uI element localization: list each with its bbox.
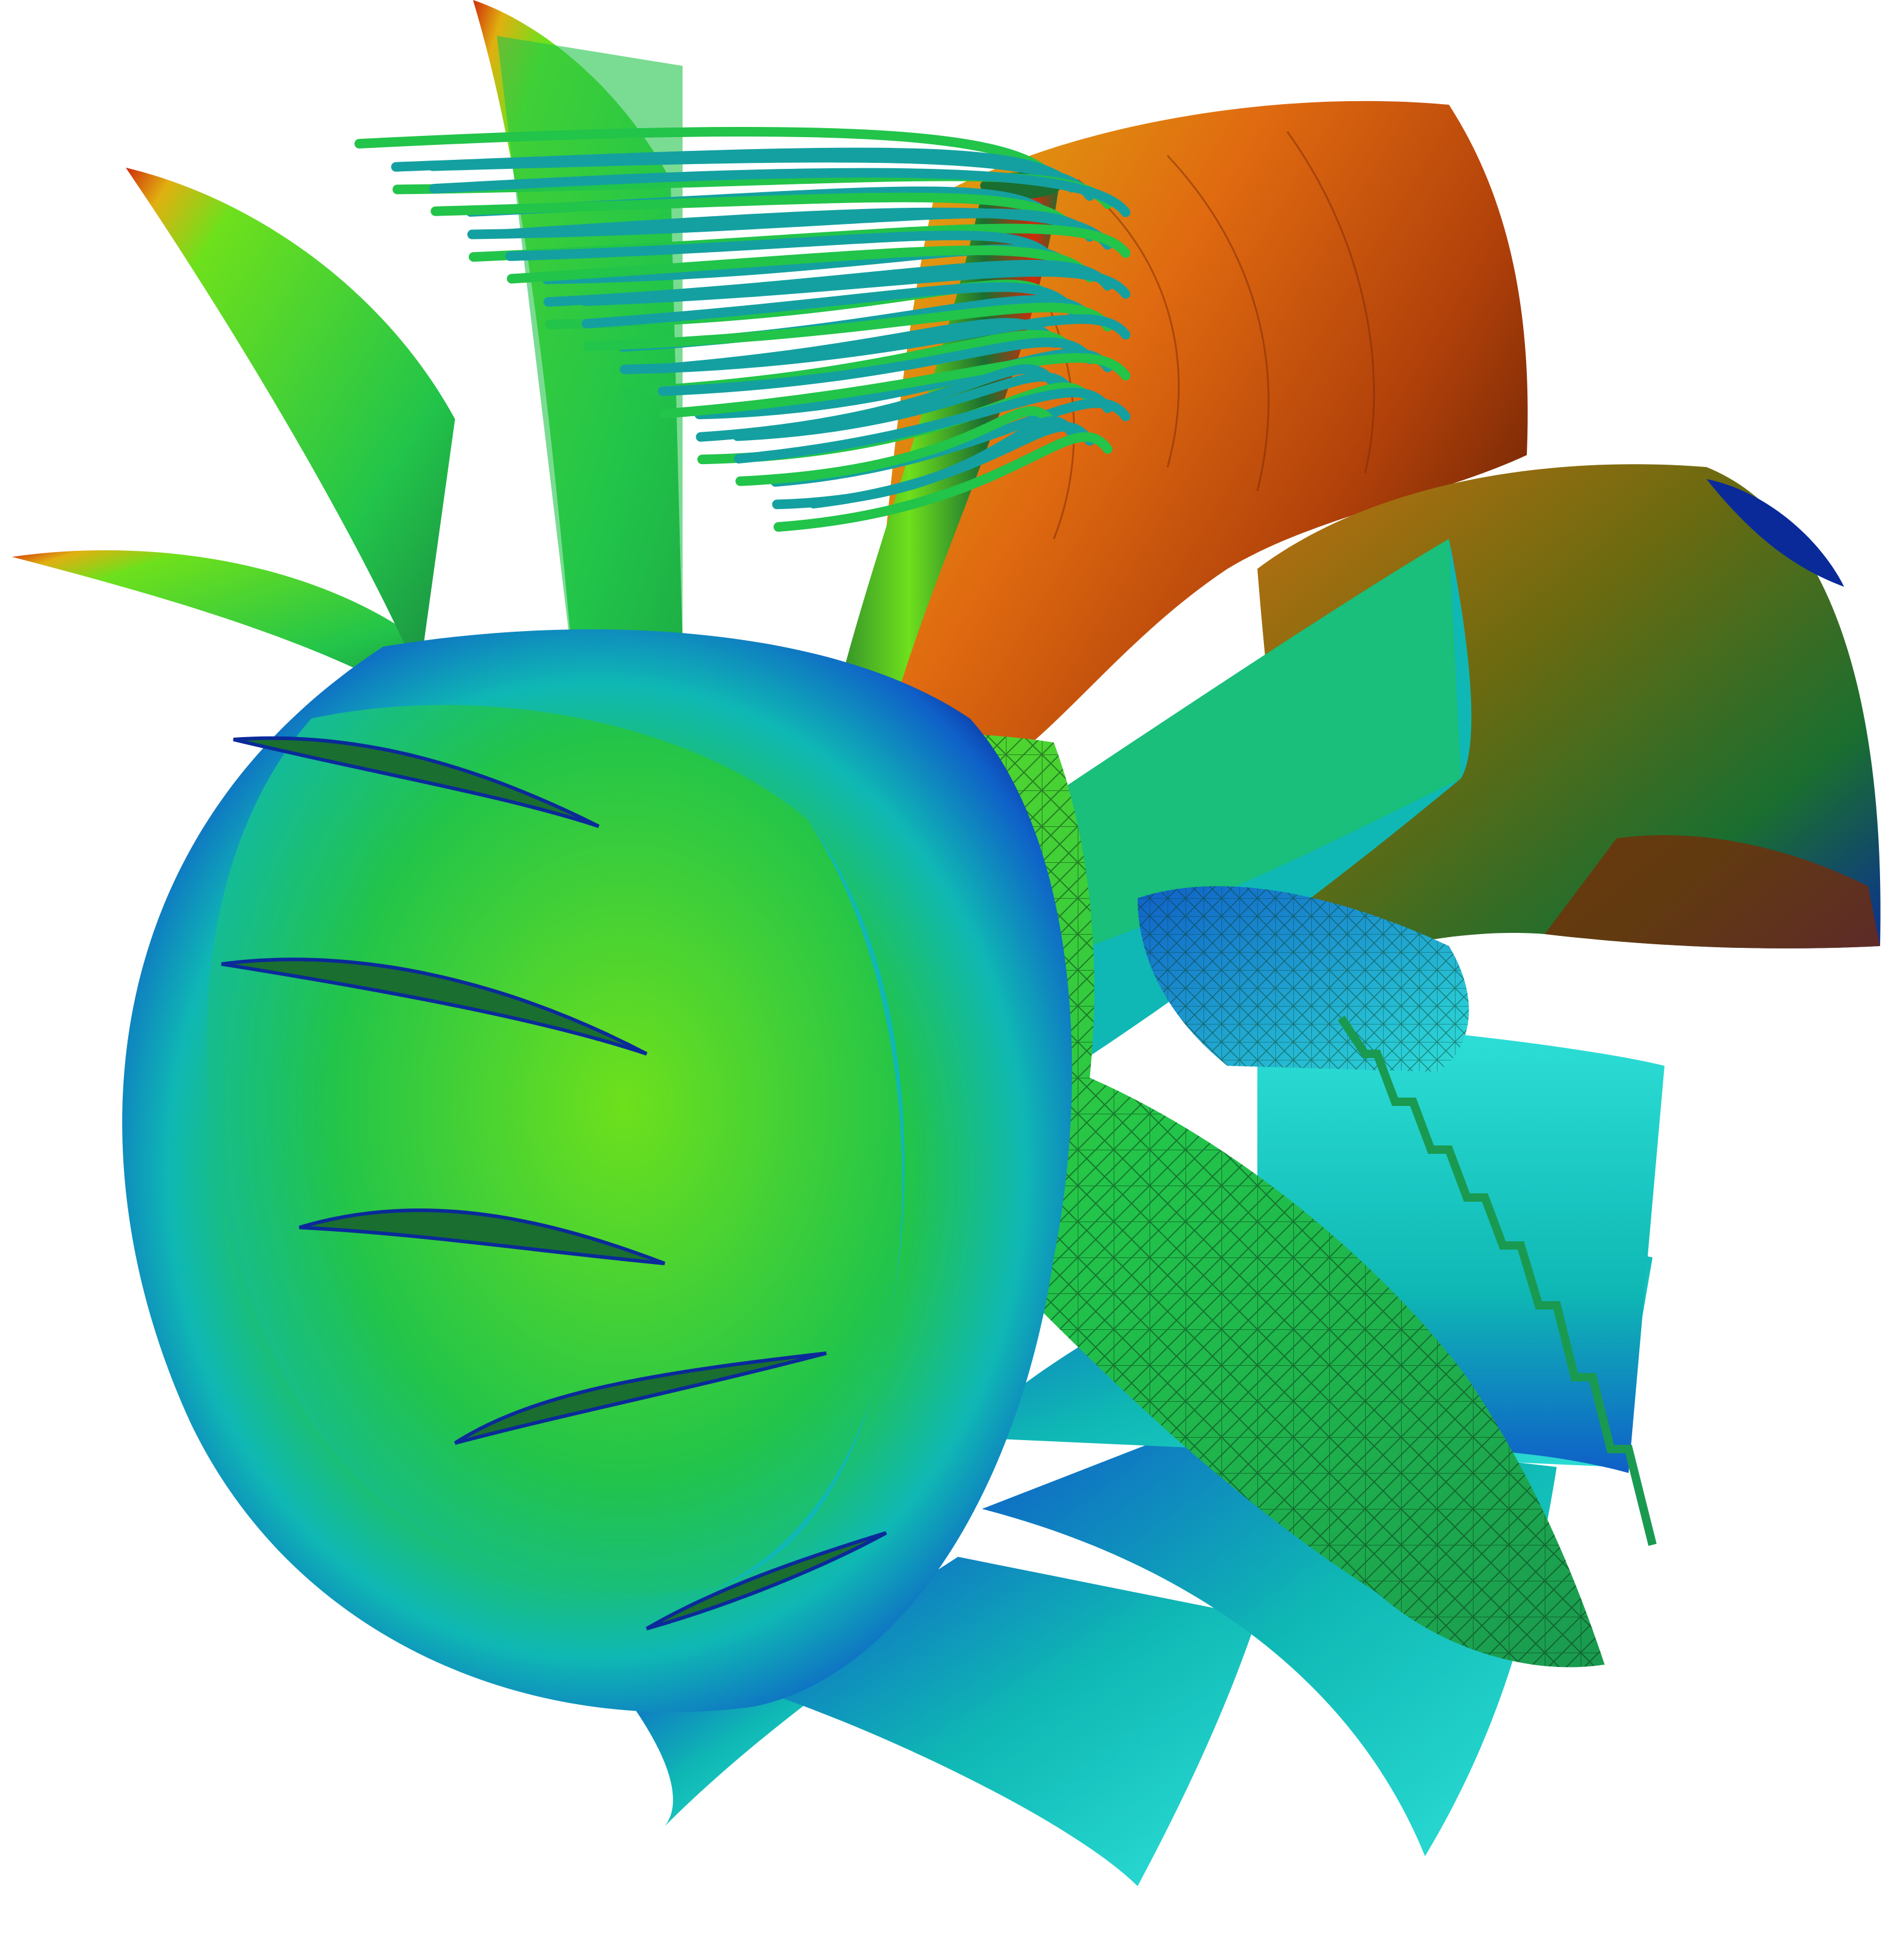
streamline bbox=[733, 387, 1112, 464]
streamline bbox=[505, 231, 1059, 266]
streamline bbox=[581, 282, 1077, 329]
inlet-guide-vane bbox=[299, 1208, 666, 1265]
flange-dark-band bbox=[1545, 835, 1880, 948]
streamline bbox=[430, 192, 1077, 234]
streamline bbox=[507, 245, 1095, 284]
inlet-guide-vane bbox=[454, 1351, 827, 1445]
streamline bbox=[732, 372, 1077, 441]
rotor-blade bbox=[126, 168, 455, 677]
inlet-guide-vanes bbox=[221, 736, 887, 1630]
inlet-guide-vane bbox=[221, 957, 648, 1056]
streamline bbox=[735, 406, 1059, 486]
mesh-blue-lines bbox=[1138, 886, 1469, 1072]
streamline bbox=[580, 267, 1130, 307]
volute-contour-lines bbox=[1017, 131, 1375, 539]
streamline bbox=[428, 153, 1095, 201]
streamline bbox=[656, 318, 1059, 374]
rotor-blade bbox=[12, 550, 455, 695]
streamline bbox=[696, 364, 1059, 442]
streamline bbox=[774, 432, 1112, 532]
streamline bbox=[808, 422, 1095, 509]
rotor-blades-left bbox=[12, 0, 683, 695]
rotor-blade bbox=[497, 36, 683, 683]
inlet-guide-vane bbox=[645, 1531, 887, 1630]
streamline bbox=[659, 353, 1130, 419]
diffuser-blade bbox=[754, 1557, 1257, 1886]
impeller-blade-upper-face bbox=[1042, 539, 1461, 958]
inlet-guide-vane bbox=[233, 736, 600, 828]
streamline bbox=[583, 302, 1112, 351]
streamline bbox=[504, 207, 1112, 250]
diffuser-blade bbox=[611, 1677, 826, 1826]
flange-blue-tip bbox=[1706, 479, 1844, 587]
streamlines bbox=[354, 127, 1130, 532]
streamline bbox=[429, 168, 1130, 217]
streamline bbox=[657, 337, 1095, 396]
mesh-stairstep-edge bbox=[1338, 1016, 1657, 1546]
